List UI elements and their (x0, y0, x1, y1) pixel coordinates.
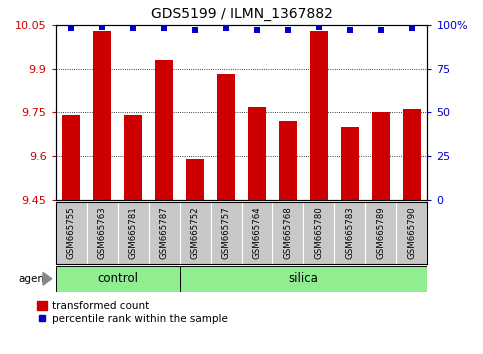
Point (377, 27, 385, 33)
Text: GSM665764: GSM665764 (253, 207, 261, 259)
Bar (341, 127, 359, 200)
Point (253, 27, 261, 33)
Title: GDS5199 / ILMN_1367882: GDS5199 / ILMN_1367882 (151, 7, 332, 21)
Point (129, 25, 137, 31)
Bar (279, 121, 297, 200)
Bar (56, 266, 180, 292)
Point (408, 25, 416, 31)
Point (67, 25, 75, 31)
Text: silica: silica (288, 272, 318, 285)
Text: GSM665768: GSM665768 (284, 207, 293, 259)
Bar (93, 31, 112, 200)
Point (191, 27, 199, 33)
Bar (62, 115, 80, 200)
Legend: transformed count, percentile rank within the sample: transformed count, percentile rank withi… (37, 301, 228, 324)
Bar (372, 112, 390, 200)
Text: GSM665783: GSM665783 (345, 207, 355, 259)
Bar (180, 266, 427, 292)
Text: agent: agent (18, 274, 48, 284)
Text: GSM665789: GSM665789 (376, 207, 385, 259)
Point (315, 24, 323, 29)
Text: control: control (97, 272, 138, 285)
Bar (248, 107, 266, 200)
Point (284, 27, 292, 33)
Text: GSM665755: GSM665755 (67, 207, 75, 259)
Point (98, 24, 106, 29)
Text: GSM665787: GSM665787 (159, 207, 169, 259)
Text: GSM665752: GSM665752 (190, 207, 199, 259)
Text: GSM665757: GSM665757 (222, 207, 230, 259)
Text: GSM665763: GSM665763 (98, 207, 107, 259)
Text: GSM665780: GSM665780 (314, 207, 324, 259)
Point (346, 27, 354, 33)
Bar (186, 159, 204, 200)
Bar (217, 74, 235, 200)
Point (222, 25, 230, 31)
Text: GSM665781: GSM665781 (128, 207, 138, 259)
Point (160, 25, 168, 31)
Bar (155, 60, 173, 200)
Bar (403, 109, 421, 200)
Text: GSM665790: GSM665790 (408, 207, 416, 259)
Bar (310, 31, 328, 200)
Bar (124, 115, 142, 200)
